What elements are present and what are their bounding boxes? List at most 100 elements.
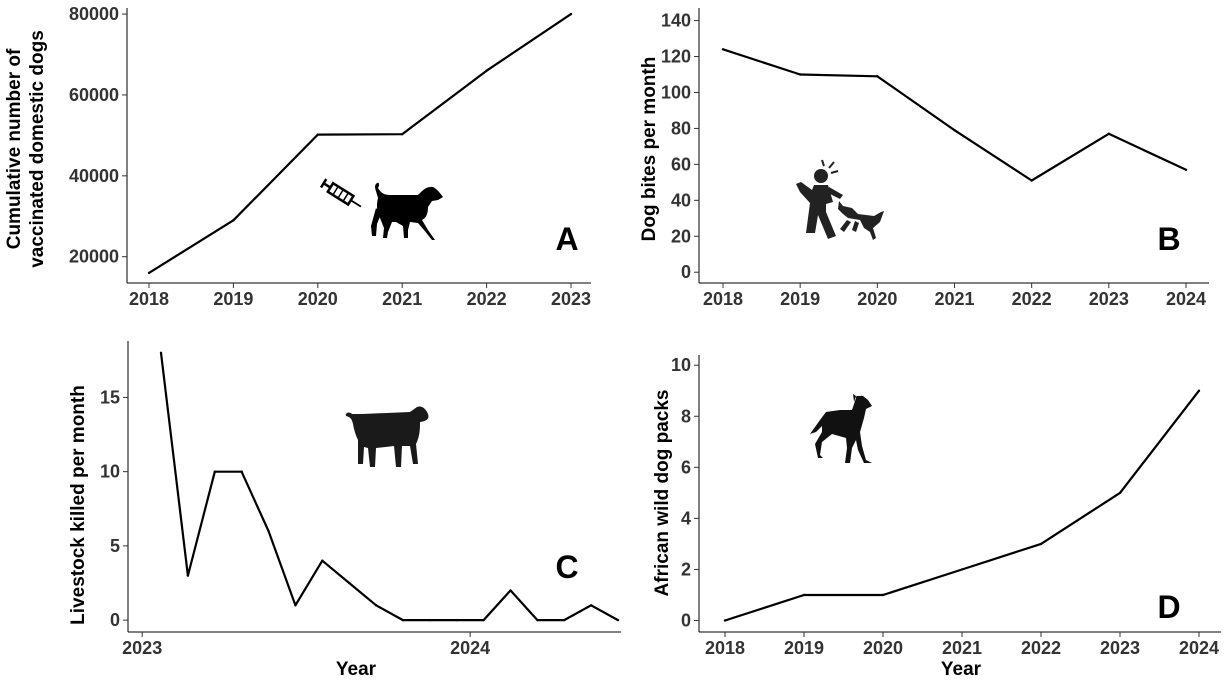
x-tick-label: 2018: [129, 289, 169, 309]
y-tick-label: 60: [671, 154, 691, 174]
data-point: [616, 618, 620, 622]
y-tick-label: 60000: [69, 85, 119, 105]
x-tick-label: 2023: [1089, 289, 1129, 309]
data-point: [267, 529, 270, 533]
x-tick-label: 2020: [863, 638, 903, 658]
data-point: [240, 470, 243, 473]
x-tick-label: 2020: [857, 289, 897, 309]
series-line: [724, 390, 1200, 622]
y-axis-label: vaccinated domestic dogs: [27, 30, 48, 268]
x-tick-label: 2018: [705, 638, 745, 658]
x-tick-label: 2023: [122, 638, 162, 658]
y-tick-label: 120: [661, 47, 691, 67]
data-point: [482, 618, 485, 622]
y-axis-label: Dog bites per month: [639, 57, 660, 242]
data-point: [536, 618, 539, 622]
data-point: [1030, 179, 1033, 182]
data-point: [876, 75, 879, 78]
dog-bite-person-icon: [796, 159, 884, 240]
data-point: [723, 619, 727, 622]
domestic-dog-icon: [371, 182, 443, 240]
y-tick-label: 6: [681, 457, 691, 477]
data-point: [953, 129, 956, 132]
data-point: [347, 581, 351, 585]
panel-d: 0 2 4 6 8 10 2018 2019 2020 2021 2022 2023 2024 Afric…: [652, 355, 1221, 680]
data-point: [232, 219, 235, 222]
x-tick-label: 2019: [213, 289, 253, 309]
data-point: [802, 593, 806, 597]
x-tick-label: 2023: [1100, 638, 1140, 658]
x-tick-label: 2019: [780, 289, 820, 309]
y-tick-label: 0: [681, 262, 691, 282]
y-tick-label: 10: [671, 355, 691, 375]
data-point: [213, 470, 216, 473]
x-axis-label: Year: [336, 659, 377, 680]
y-axis-label: Livestock killed per month: [68, 385, 89, 625]
syringe-icon: [319, 178, 362, 208]
panel-c: 0 5 10 15 2023 2024 Livestock killed per month…: [68, 341, 621, 680]
y-tick-label: 40: [671, 190, 691, 210]
data-point: [428, 618, 432, 622]
y-tick-label: 15: [100, 387, 120, 407]
y-tick-label: 0: [681, 611, 691, 631]
x-tick-label: 2024: [1166, 289, 1206, 309]
x-axis-label: Year: [941, 659, 982, 680]
y-tick-label: 0: [110, 610, 120, 630]
series-line: [159, 352, 619, 622]
data-point: [569, 12, 573, 16]
panel-label: D: [1157, 589, 1180, 625]
data-point: [294, 604, 297, 607]
y-tick-label: 4: [681, 508, 691, 528]
x-tick-label: 2020: [298, 289, 338, 309]
y-tick-label: 80000: [69, 4, 119, 24]
data-point: [563, 618, 566, 622]
data-point: [186, 574, 190, 577]
x-tick-label: 2023: [551, 289, 591, 309]
data-point: [316, 133, 319, 136]
data-point: [321, 559, 324, 562]
panel-a: 20000 40000 60000 80000 2018 2019 2020 2021 2022…: [4, 4, 591, 309]
african-wild-dog-icon: [810, 393, 872, 463]
data-point: [401, 132, 404, 136]
panel-b: 0 20 40 60 80 100 120 140 2018 2019 2020 2021 2022 20…: [639, 8, 1209, 309]
y-tick-label: 2: [681, 559, 691, 579]
x-tick-label: 2022: [1012, 289, 1052, 309]
data-point: [147, 271, 151, 275]
y-tick-label: 20000: [69, 247, 119, 267]
data-point: [374, 604, 378, 607]
data-point: [1118, 491, 1122, 495]
x-tick-label: 2019: [784, 638, 824, 658]
data-point: [960, 568, 964, 571]
data-point: [455, 618, 458, 622]
y-axis-label: Cumulative number of: [4, 48, 25, 249]
data-point: [1197, 389, 1201, 392]
x-tick-label: 2022: [467, 289, 507, 309]
data-point: [159, 351, 163, 355]
x-tick-label: 2021: [934, 289, 974, 309]
x-tick-label: 2024: [450, 638, 490, 658]
y-tick-label: 10: [100, 462, 120, 482]
data-point: [509, 589, 512, 592]
series-line: [722, 48, 1187, 182]
y-tick-label: 5: [110, 536, 120, 556]
y-tick-label: 20: [671, 226, 691, 246]
data-point: [1039, 542, 1043, 546]
x-tick-label: 2024: [1179, 638, 1219, 658]
data-point: [1184, 168, 1188, 171]
y-axis-label: African wild dog packs: [652, 390, 673, 597]
data-point: [589, 604, 593, 607]
panel-label: B: [1157, 221, 1180, 257]
series-line: [148, 13, 572, 274]
x-tick-label: 2021: [382, 289, 422, 309]
data-point: [1107, 132, 1111, 136]
data-point: [798, 73, 802, 76]
data-point: [721, 48, 725, 51]
data-point: [485, 69, 488, 72]
x-tick-label: 2022: [1021, 638, 1061, 658]
data-point: [401, 618, 405, 622]
x-tick-label: 2018: [703, 289, 743, 309]
panel-label: C: [555, 549, 578, 585]
y-tick-label: 140: [661, 11, 691, 31]
y-tick-label: 40000: [69, 166, 119, 186]
